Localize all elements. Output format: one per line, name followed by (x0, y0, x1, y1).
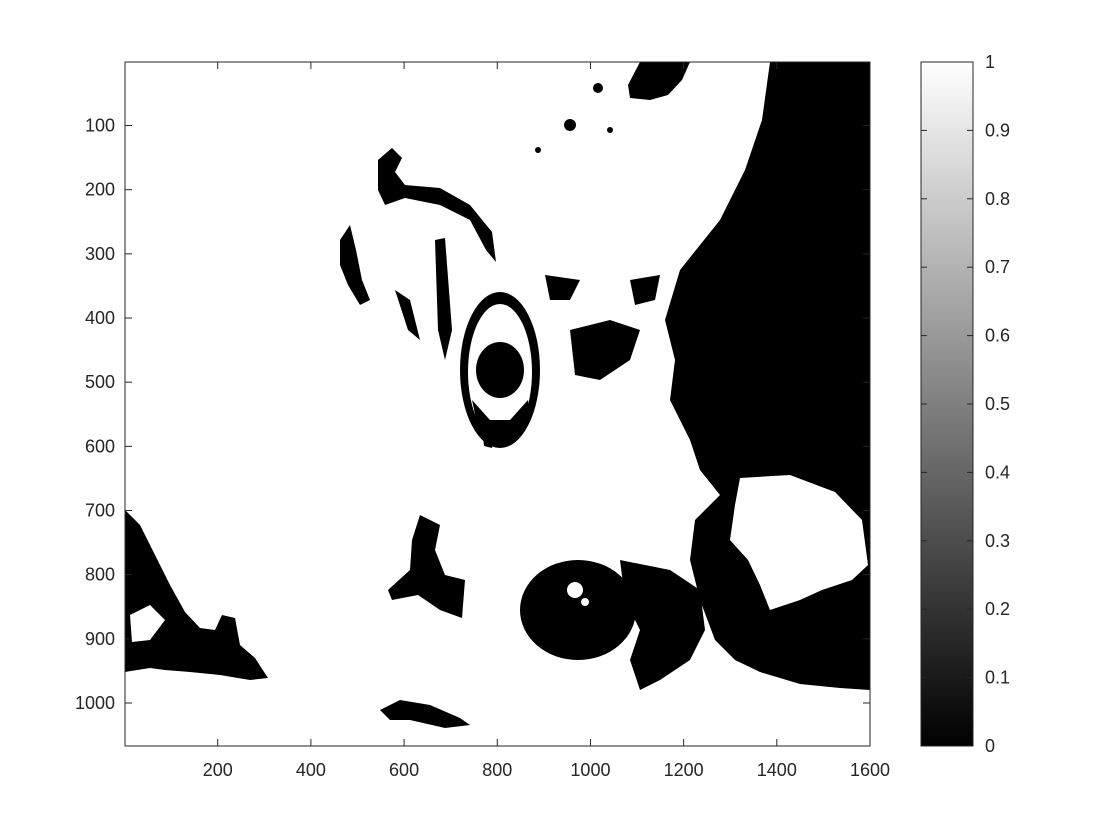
x-tick-label: 1400 (757, 760, 797, 780)
chin-marking (380, 700, 470, 728)
y-tick-label: 800 (85, 565, 115, 585)
colorbar-tick-label: 1 (985, 52, 995, 72)
y-tick-label: 1000 (75, 693, 115, 713)
colorbar-tick-label: 0.7 (985, 257, 1010, 277)
paw-highlight (730, 475, 868, 610)
colorbar-tick-label: 0.2 (985, 599, 1010, 619)
forehead-dot (564, 119, 576, 131)
image-axes: 200 400 600 800 1000 1200 1400 1600 100 200 300 40… (75, 61, 890, 780)
y-tick-label: 600 (85, 436, 115, 456)
lower-eye (520, 560, 636, 660)
brow-marking (378, 148, 496, 262)
y-tick-label: 400 (85, 308, 115, 328)
colorbar: 0 0.1 0.2 0.3 0.4 0.5 0.6 0.7 0.8 0.9 1 (920, 52, 1010, 756)
cheek-stripe (340, 225, 370, 305)
y-tick-label: 100 (85, 116, 115, 136)
fur-streak (630, 275, 660, 305)
colorbar-tick-label: 0.8 (985, 189, 1010, 209)
y-axis-ticks: 100 200 300 400 500 600 700 800 900 1000 (75, 116, 870, 713)
binary-image (125, 62, 870, 728)
top-dark-patch (628, 62, 690, 100)
x-tick-label: 400 (296, 760, 326, 780)
colorbar-tick-label: 0.1 (985, 668, 1010, 688)
x-axis-ticks: 200 400 600 800 1000 1200 1400 1600 (203, 62, 890, 780)
x-tick-label: 600 (389, 760, 419, 780)
colorbar-tick-label: 0.3 (985, 531, 1010, 551)
lower-eye-shadow (620, 560, 705, 690)
nose-marking (388, 515, 465, 618)
y-tick-label: 500 (85, 372, 115, 392)
colorbar-gradient (921, 62, 973, 746)
lower-left-white-spot (130, 605, 165, 642)
colorbar-tick-label: 0.4 (985, 462, 1010, 482)
x-tick-label: 200 (203, 760, 233, 780)
forehead-dot (593, 83, 603, 93)
y-tick-label: 700 (85, 501, 115, 521)
colorbar-tick-label: 0.5 (985, 394, 1010, 414)
colorbar-tick-label: 0.6 (985, 326, 1010, 346)
upper-eye-pupil (476, 342, 524, 398)
x-tick-label: 1000 (570, 760, 610, 780)
lower-eye-glint (567, 582, 583, 598)
x-tick-label: 1200 (664, 760, 704, 780)
x-tick-label: 1600 (850, 760, 890, 780)
forehead-dot (535, 147, 541, 153)
y-tick-label: 300 (85, 244, 115, 264)
tear-mark (482, 428, 494, 448)
colorbar-tick-label: 0 (985, 736, 995, 756)
lower-eye-glint (581, 598, 589, 606)
y-tick-label: 200 (85, 180, 115, 200)
x-tick-label: 800 (482, 760, 512, 780)
y-tick-label: 900 (85, 629, 115, 649)
fur-streak (545, 275, 580, 300)
fur-streak (435, 238, 452, 360)
lower-left-dark-region (125, 510, 268, 680)
fur-streak (570, 320, 640, 380)
forehead-dot (607, 127, 613, 133)
fur-streak (395, 290, 420, 340)
colorbar-ticks: 0 0.1 0.2 0.3 0.4 0.5 0.6 0.7 0.8 0.9 1 (921, 52, 1010, 756)
colorbar-tick-label: 0.9 (985, 120, 1010, 140)
